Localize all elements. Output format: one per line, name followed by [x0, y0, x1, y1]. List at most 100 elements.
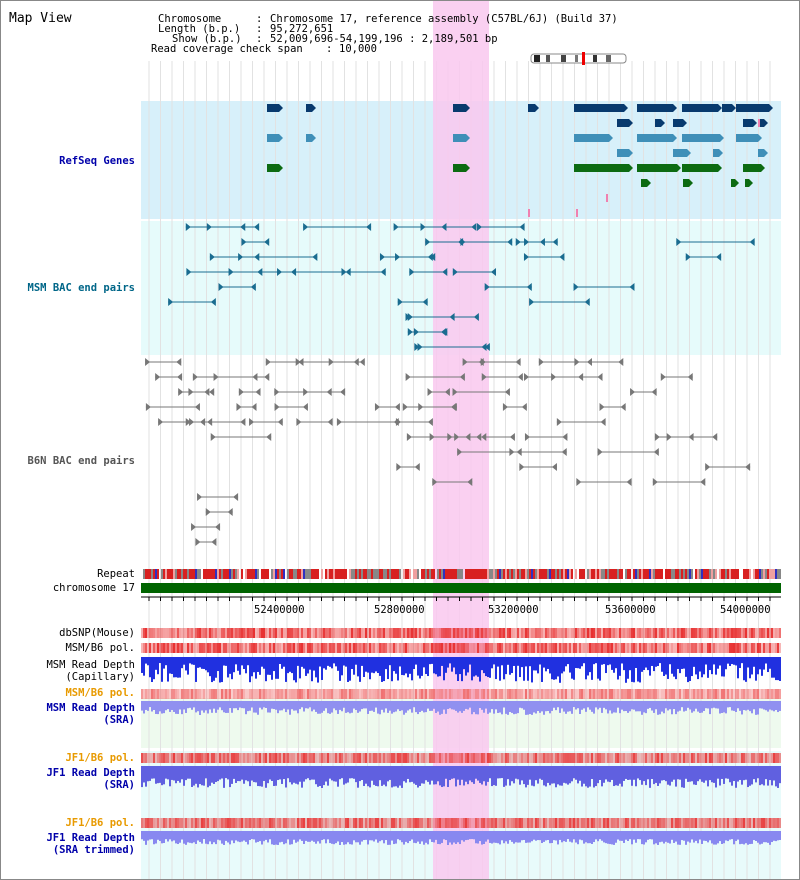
jf1-depth-trimmed-bar — [291, 831, 293, 845]
repeat-segment — [643, 569, 645, 579]
msm-depth-capillary-bar — [155, 657, 157, 670]
jf1-b6-pol-strip — [341, 818, 343, 828]
repeat-segment — [429, 569, 431, 579]
msm-b6-pol-strip — [431, 643, 433, 653]
repeat-segment — [709, 569, 711, 579]
jf1-depth-trimmed-bar — [323, 831, 325, 840]
msm-b6-pol-strip — [223, 643, 225, 653]
jf1-depth-sra-bar — [357, 766, 359, 788]
jf1-b6-pol-strip — [735, 818, 737, 828]
jf1-b6-pol-strip — [687, 818, 689, 828]
repeat-segment — [381, 569, 383, 579]
b6n-bac-end — [211, 538, 217, 546]
repeat-segment — [361, 569, 363, 579]
msm-b6-pol-strip — [555, 643, 557, 653]
jf1-depth-trimmed-bar — [165, 831, 167, 840]
refseq-gene-arrow — [279, 164, 283, 172]
repeat-segment — [567, 569, 569, 579]
jf1-b6-pol-strip — [655, 753, 657, 763]
msm-b6-pol-strip — [267, 643, 269, 653]
jf1-b6-pol-strip — [573, 818, 575, 828]
msm-b6-pol-strip — [461, 689, 463, 699]
msm-depth-capillary-bar — [739, 657, 741, 669]
msm-b6-pol-strip — [553, 689, 555, 699]
repeat-segment — [399, 569, 401, 579]
msm-depth-sra-bar — [613, 701, 615, 713]
msm-b6-pol-strip — [351, 689, 353, 699]
dbsnp-strip — [251, 628, 253, 638]
jf1-depth-trimmed-bar — [769, 831, 771, 845]
msm-depth-sra-bar — [199, 701, 201, 715]
jf1-b6-pol-strip — [779, 818, 781, 828]
msm-b6-pol-strip — [723, 689, 725, 699]
dbsnp-strip — [505, 628, 507, 638]
msm-b6-pol-strip — [549, 643, 551, 653]
msm-b6-pol-strip — [387, 643, 389, 653]
dbsnp-strip — [777, 628, 779, 638]
msm-b6-pol-strip — [157, 689, 159, 699]
msm-b6-pol-strip — [675, 689, 677, 699]
jf1-b6-pol-strip — [463, 753, 465, 763]
msm-b6-pol-strip — [155, 643, 157, 653]
jf1-depth-trimmed-bar — [665, 831, 667, 842]
msm-b6-pol-strip — [423, 643, 425, 653]
repeat-segment — [191, 569, 193, 579]
msm-b6-pol-strip — [233, 643, 235, 653]
jf1-depth-trimmed-bar — [321, 831, 323, 841]
jf1-depth-trimmed-bar — [265, 831, 267, 840]
b6n-bac-end — [274, 403, 280, 411]
msm-depth-capillary-bar — [175, 657, 177, 678]
msm-depth-capillary-bar — [213, 657, 215, 681]
msm-b6-pol-strip — [281, 643, 283, 653]
jf1-depth-sra-bar — [579, 766, 581, 781]
dbsnp-strip — [253, 628, 255, 638]
refseq-gene — [673, 149, 687, 157]
msm-b6-pol-strip — [725, 689, 727, 699]
jf1-b6-pol-strip — [363, 753, 365, 763]
jf1-b6-pol-strip — [563, 753, 565, 763]
jf1-b6-pol-strip — [261, 818, 263, 828]
msm-b6-pol-strip — [437, 689, 439, 699]
jf1-depth-trimmed-bar — [387, 831, 389, 845]
msm-b6-pol-strip — [257, 689, 259, 699]
jf1-depth-trimmed-bar — [575, 831, 577, 843]
jf1-b6-pol-strip — [653, 753, 655, 763]
msm-depth-capillary-bar — [583, 657, 585, 664]
jf1-b6-pol-strip — [529, 753, 531, 763]
jf1-b6-pol-strip — [645, 753, 647, 763]
ideogram-band — [546, 55, 550, 62]
jf1-b6-pol-strip — [401, 753, 403, 763]
msm-b6-pol-strip — [375, 689, 377, 699]
msm-depth-sra-bar — [169, 701, 171, 712]
jf1-b6-pol-strip — [493, 753, 495, 763]
jf1-depth-trimmed-bar — [751, 831, 753, 844]
repeat-segment — [439, 569, 441, 579]
jf1-depth-sra-bar — [425, 766, 427, 781]
jf1-depth-trimmed-bar — [657, 831, 659, 845]
jf1-depth-trimmed-bar — [173, 831, 175, 841]
msm-b6-pol-strip — [269, 643, 271, 653]
jf1-b6-pol-strip — [571, 818, 573, 828]
msm-depth-sra-bar — [749, 701, 751, 712]
msm-b6-pol-strip — [585, 643, 587, 653]
axis-tick-label: 52800000 — [374, 604, 425, 616]
msm-bac-end — [749, 238, 755, 246]
dbsnp-strip — [403, 628, 405, 638]
jf1-b6-pol-strip — [753, 818, 755, 828]
dbsnp-strip — [573, 628, 575, 638]
msm-depth-sra-bar — [743, 701, 745, 711]
jf1-depth-sra-bar — [551, 766, 553, 784]
msm-b6-pol-strip — [339, 643, 341, 653]
repeat-segment — [373, 569, 375, 579]
jf1-b6-pol-strip — [479, 753, 481, 763]
msm-depth-capillary-bar — [735, 657, 737, 666]
msm-b6-pol-strip — [207, 689, 209, 699]
repeat-segment — [349, 569, 351, 579]
msm-b6-pol-strip — [549, 689, 551, 699]
repeat-segment — [253, 569, 255, 579]
msm-depth-sra-bar — [745, 701, 747, 711]
jf1-depth-trimmed-bar — [679, 831, 681, 845]
msm-b6-pol-strip — [771, 689, 773, 699]
msm-bac-end — [209, 253, 215, 261]
msm-b6-pol-strip — [181, 643, 183, 653]
